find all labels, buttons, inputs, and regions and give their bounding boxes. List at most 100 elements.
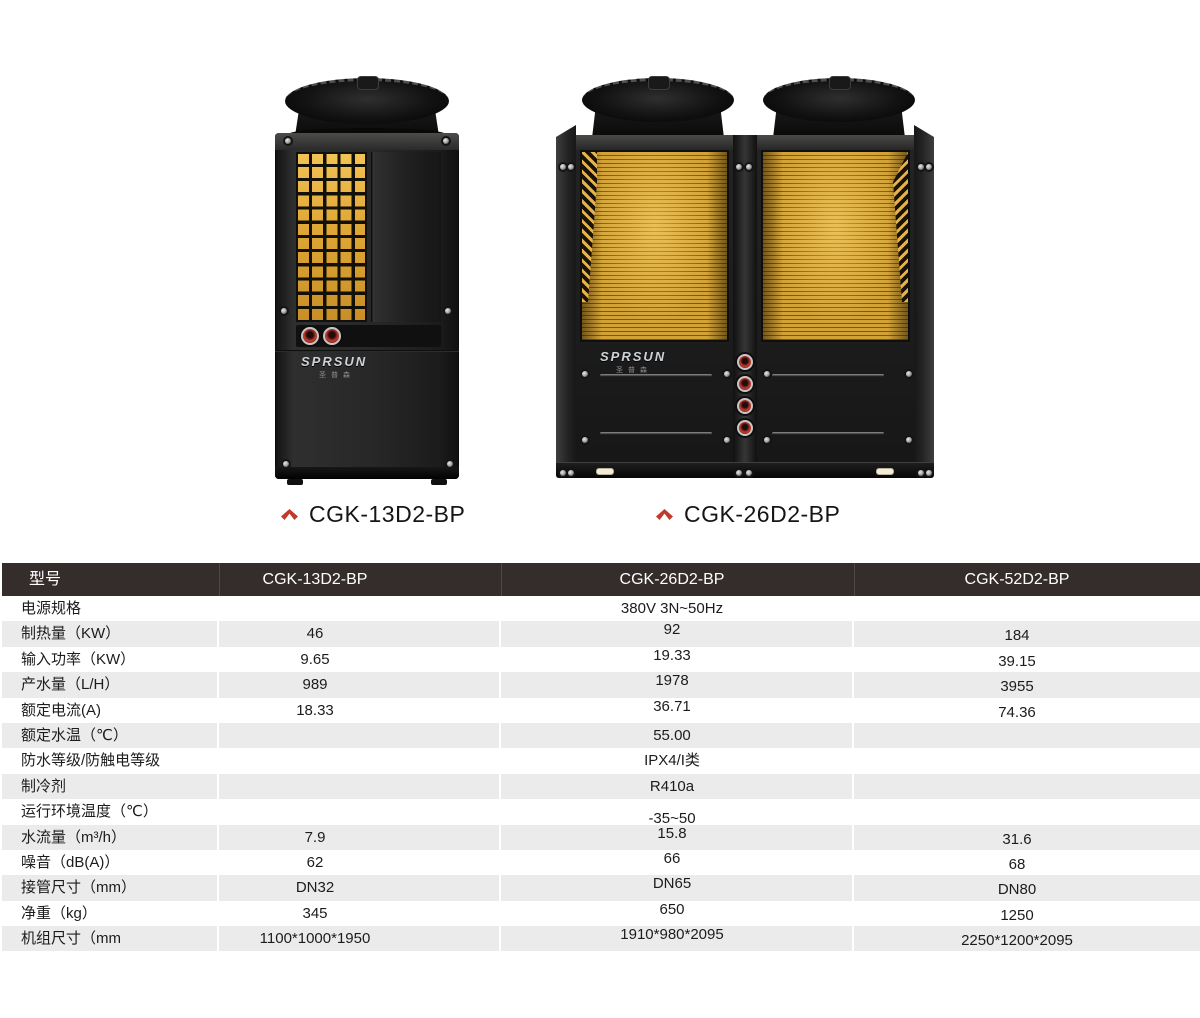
screw-icon xyxy=(724,437,730,443)
brand-logo: SPRSUN xyxy=(600,349,667,364)
row-label: 产水量（L/H） xyxy=(21,676,120,694)
brand-logo-chinese: 圣普森 xyxy=(616,367,652,374)
row-value: 31.6 xyxy=(1002,830,1032,848)
row-value: DN32 xyxy=(295,879,335,897)
row-label: 制热量（KW） xyxy=(21,625,121,643)
row-label: 防水等级/防触电等级 xyxy=(21,752,161,770)
screw-icon xyxy=(285,138,291,144)
row-value: 92 xyxy=(663,621,681,639)
vent-slot xyxy=(600,374,712,377)
vent-slot xyxy=(600,432,712,435)
brand-logo-chinese: 圣普森 xyxy=(319,372,355,379)
row-label: 噪音（dB(A)） xyxy=(21,853,120,871)
screw-icon xyxy=(281,308,287,314)
product-model-name: CGK-13D2-BP xyxy=(309,501,466,527)
table-row: 机组尺寸（mm 1100*1000*1950 1910*980*2095 2250*1… xyxy=(2,926,1200,952)
screw-icon xyxy=(764,437,770,443)
row-value: 2250*1200*2095 xyxy=(961,932,1073,950)
chevron-up-icon xyxy=(656,509,673,520)
frame-post-right xyxy=(914,125,934,478)
row-value: 15.8 xyxy=(657,824,687,842)
row-value-span: 55.00 xyxy=(653,726,691,744)
screw-icon xyxy=(764,371,770,377)
header-divider xyxy=(501,563,502,596)
row-value: 46 xyxy=(306,625,324,643)
module-top-bar xyxy=(576,135,733,150)
table-row: 产水量（L/H） 989 1978 3955 xyxy=(2,672,1200,698)
row-label: 输入功率（KW） xyxy=(21,650,136,668)
row-value: 7.9 xyxy=(304,828,326,846)
screw-icon xyxy=(560,164,566,170)
unit-foot xyxy=(596,468,614,475)
row-value: 74.36 xyxy=(998,703,1036,721)
screw-icon xyxy=(568,164,574,170)
chevron-up-icon xyxy=(281,509,298,520)
screw-icon xyxy=(447,461,453,467)
table-row: 运行环境温度（℃） -35~50 xyxy=(2,799,1200,827)
row-label: 水流量（m³/h） xyxy=(21,828,127,846)
table-row: 电源规格 380V 3N~50Hz xyxy=(2,596,1200,622)
table-row: 额定电流(A) 18.33 36.71 74.36 xyxy=(2,697,1200,723)
screw-icon xyxy=(918,164,924,170)
table-row: 制热量（KW） 46 92 184 xyxy=(2,621,1200,647)
pressure-gauge-icon xyxy=(737,398,753,414)
product-figure-cgk-26d2-bp: SPRSUN 圣普森 xyxy=(556,76,934,486)
row-value: 184 xyxy=(1004,627,1030,645)
product-caption-2: CGK-26D2-BP xyxy=(656,501,840,528)
row-value: 1100*1000*1950 xyxy=(259,930,371,948)
table-row: 净重（kg） 345 650 1250 xyxy=(2,900,1200,927)
screw-icon xyxy=(926,164,932,170)
screw-icon xyxy=(724,371,730,377)
header-divider xyxy=(854,563,855,596)
row-label: 额定水温（℃） xyxy=(21,726,128,744)
pressure-gauge-icon xyxy=(323,327,341,345)
unit-foot xyxy=(876,468,894,475)
row-value: 39.15 xyxy=(998,652,1036,670)
corner-stripes xyxy=(893,152,908,302)
header-col-cgk-26d2-bp: CGK-26D2-BP xyxy=(619,571,725,588)
cabinet-bottom-band xyxy=(275,467,459,479)
screw-icon xyxy=(445,308,451,314)
corner-stripes xyxy=(582,152,597,302)
screw-icon xyxy=(906,371,912,377)
row-label: 电源规格 xyxy=(21,600,82,617)
fan-clamp xyxy=(357,76,379,90)
screw-icon xyxy=(443,138,449,144)
table-row: 噪音（dB(A)） 62 66 68 xyxy=(2,849,1200,876)
row-value: DN80 xyxy=(997,881,1037,899)
header-divider xyxy=(219,563,220,596)
table-row: 输入功率（KW） 9.65 19.33 39.15 xyxy=(2,646,1200,673)
screw-icon xyxy=(568,470,574,476)
brand-logo: SPRSUN xyxy=(301,354,368,369)
panel-divider xyxy=(371,152,374,322)
row-label: 净重（kg） xyxy=(21,904,97,922)
row-label: 机组尺寸（mm xyxy=(21,930,121,948)
row-value-span: 380V 3N~50Hz xyxy=(620,600,724,617)
unit-bottom-band xyxy=(556,462,934,478)
row-value: 1250 xyxy=(1000,906,1034,924)
product-model-name: CGK-26D2-BP xyxy=(684,501,841,527)
row-label: 制冷剂 xyxy=(21,777,67,795)
vent-slot xyxy=(772,374,884,377)
screw-icon xyxy=(582,437,588,443)
screw-icon xyxy=(746,164,752,170)
row-value: DN65 xyxy=(652,875,692,893)
row-value: 62 xyxy=(306,853,324,871)
product-figure-cgk-13d2-bp: SPRSUN 圣普森 xyxy=(275,76,461,486)
unit-foot xyxy=(287,479,303,485)
coil-panel-left xyxy=(580,150,729,342)
row-value: 3955 xyxy=(1000,678,1034,696)
panel-seam xyxy=(275,350,459,352)
screw-icon xyxy=(746,470,752,476)
row-label: 额定电流(A) xyxy=(21,701,101,719)
spec-table-header: 型号 CGK-13D2-BP CGK-26D2-BP CGK-52D2-BP xyxy=(2,563,1200,596)
header-col-cgk-13d2-bp: CGK-13D2-BP xyxy=(262,571,368,588)
pressure-gauge-icon xyxy=(301,327,319,345)
row-value: 19.33 xyxy=(653,646,691,664)
coil-panel-right xyxy=(761,150,910,342)
table-row: 水流量（m³/h） 7.9 15.8 31.6 xyxy=(2,824,1200,850)
table-row: 制冷剂 R410a xyxy=(2,773,1200,800)
screw-icon xyxy=(283,461,289,467)
row-value-span: IPX4/I类 xyxy=(644,752,700,770)
side-panel xyxy=(374,152,441,322)
